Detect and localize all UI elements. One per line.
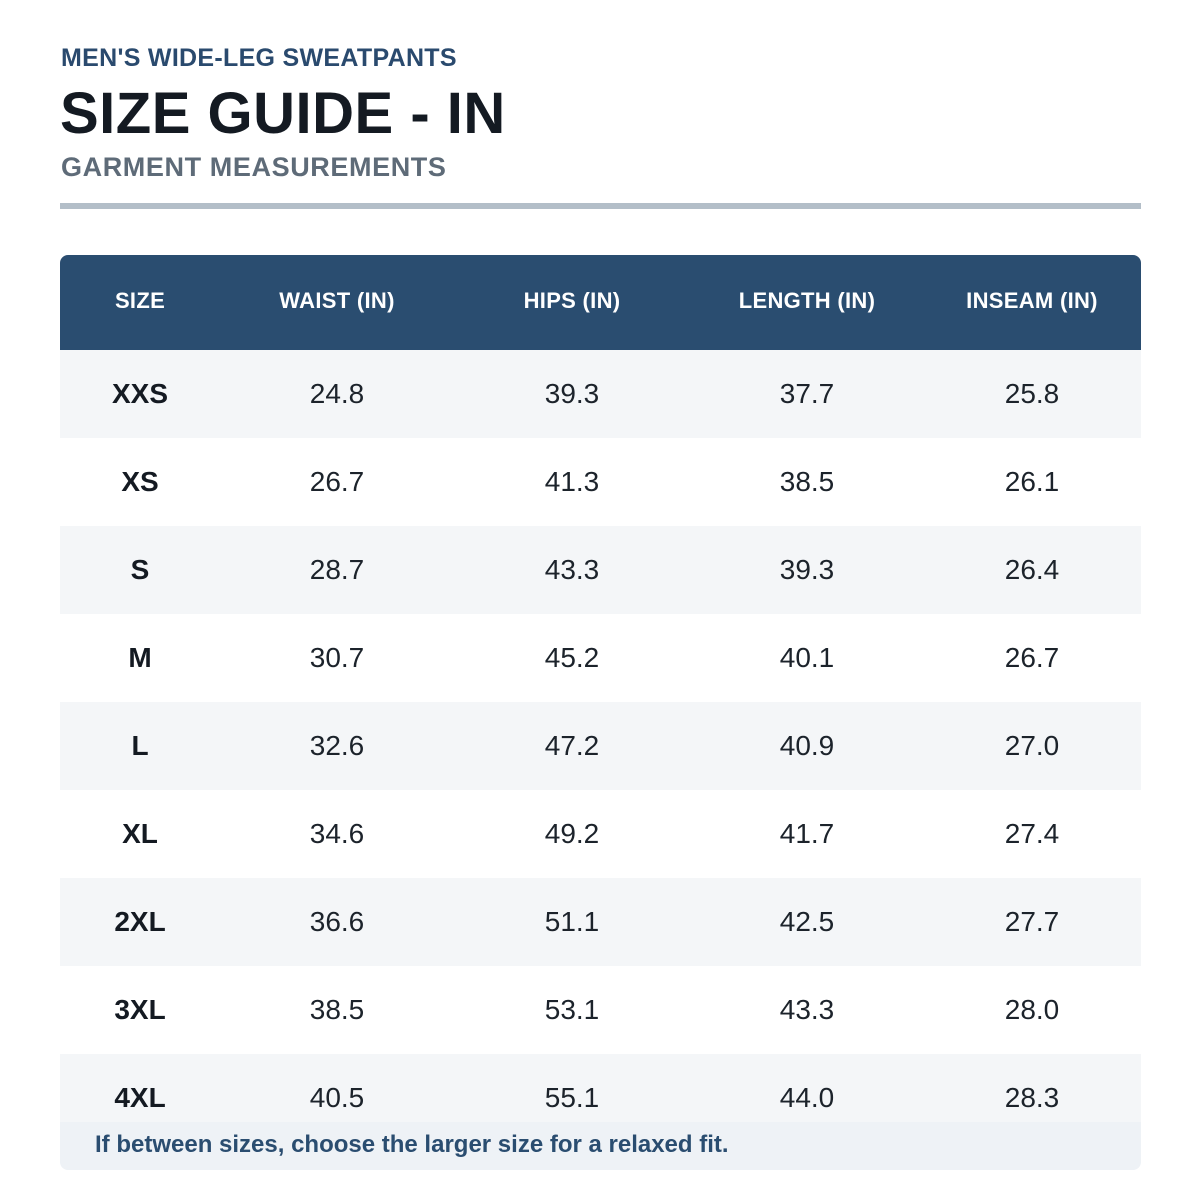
size-cell: S bbox=[130, 554, 150, 585]
table-row: XL 34.6 49.2 41.7 27.4 bbox=[60, 790, 1141, 878]
waist-cell: 28.7 bbox=[309, 554, 365, 585]
waist-cell: 32.6 bbox=[309, 730, 365, 761]
hips-cell: 53.1 bbox=[544, 994, 600, 1025]
product-name: MEN'S WIDE-LEG SWEATPANTS bbox=[61, 44, 457, 72]
size-cell: XXS bbox=[111, 378, 169, 409]
length-cell: 40.1 bbox=[779, 642, 835, 673]
fit-note: If between sizes, choose the larger size… bbox=[60, 1122, 1141, 1170]
length-cell: 41.7 bbox=[779, 818, 835, 849]
inseam-cell: 27.0 bbox=[1004, 730, 1060, 761]
length-cell: 37.7 bbox=[779, 378, 835, 409]
inseam-cell: 27.7 bbox=[1004, 906, 1060, 937]
size-cell: L bbox=[131, 730, 149, 761]
length-cell: 38.5 bbox=[779, 466, 835, 497]
table-row: 3XL 38.5 53.1 43.3 28.0 bbox=[60, 966, 1141, 1054]
column-header-length: LENGTH (IN) bbox=[738, 288, 876, 313]
length-cell: 42.5 bbox=[779, 906, 835, 937]
table-row: L 32.6 47.2 40.9 27.0 bbox=[60, 702, 1141, 790]
hips-cell: 49.2 bbox=[544, 818, 600, 849]
hips-cell: 39.3 bbox=[544, 378, 600, 409]
table-header-row: SIZE WAIST (IN) HIPS (IN) LENGTH (IN) IN… bbox=[60, 255, 1141, 350]
table-row: XXS 24.8 39.3 37.7 25.8 bbox=[60, 350, 1141, 438]
header-divider bbox=[60, 203, 1141, 209]
length-cell: 40.9 bbox=[779, 730, 835, 761]
fit-note-text: If between sizes, choose the larger size… bbox=[95, 1131, 729, 1158]
length-cell: 44.0 bbox=[779, 1082, 835, 1113]
hips-cell: 51.1 bbox=[544, 906, 600, 937]
size-cell: 2XL bbox=[114, 906, 166, 937]
waist-cell: 26.7 bbox=[309, 466, 365, 497]
size-cell: M bbox=[128, 642, 152, 673]
size-cell: XS bbox=[121, 466, 159, 497]
size-cell: 3XL bbox=[114, 994, 166, 1025]
size-table: SIZE WAIST (IN) HIPS (IN) LENGTH (IN) IN… bbox=[60, 255, 1141, 1170]
hips-cell: 55.1 bbox=[544, 1082, 600, 1113]
waist-cell: 34.6 bbox=[309, 818, 365, 849]
size-cell: 4XL bbox=[114, 1082, 166, 1113]
table-body: XXS 24.8 39.3 37.7 25.8 XS 26.7 41.3 38.… bbox=[60, 350, 1141, 1142]
inseam-cell: 26.4 bbox=[1004, 554, 1060, 585]
waist-cell: 36.6 bbox=[309, 906, 365, 937]
column-header-hips: HIPS (IN) bbox=[523, 288, 621, 313]
length-cell: 43.3 bbox=[779, 994, 835, 1025]
table-row: XS 26.7 41.3 38.5 26.1 bbox=[60, 438, 1141, 526]
page-subtitle: GARMENT MEASUREMENTS bbox=[61, 152, 447, 182]
waist-cell: 38.5 bbox=[309, 994, 365, 1025]
inseam-cell: 28.3 bbox=[1004, 1082, 1060, 1113]
hips-cell: 43.3 bbox=[544, 554, 600, 585]
hips-cell: 41.3 bbox=[544, 466, 600, 497]
length-cell: 39.3 bbox=[779, 554, 835, 585]
inseam-cell: 26.7 bbox=[1004, 642, 1060, 673]
hips-cell: 47.2 bbox=[544, 730, 600, 761]
table-row: S 28.7 43.3 39.3 26.4 bbox=[60, 526, 1141, 614]
inseam-cell: 27.4 bbox=[1004, 818, 1060, 849]
column-header-waist: WAIST (IN) bbox=[279, 288, 395, 313]
inseam-cell: 28.0 bbox=[1004, 994, 1060, 1025]
waist-cell: 40.5 bbox=[309, 1082, 365, 1113]
inseam-cell: 26.1 bbox=[1004, 466, 1060, 497]
column-header-inseam: INSEAM (IN) bbox=[966, 288, 1098, 313]
waist-cell: 24.8 bbox=[309, 378, 365, 409]
inseam-cell: 25.8 bbox=[1004, 378, 1060, 409]
waist-cell: 30.7 bbox=[309, 642, 365, 673]
size-cell: XL bbox=[122, 818, 158, 849]
hips-cell: 45.2 bbox=[544, 642, 600, 673]
table-row: 2XL 36.6 51.1 42.5 27.7 bbox=[60, 878, 1141, 966]
column-header-size: SIZE bbox=[114, 288, 166, 313]
page-title: SIZE GUIDE - IN bbox=[60, 81, 506, 146]
table-row: M 30.7 45.2 40.1 26.7 bbox=[60, 614, 1141, 702]
